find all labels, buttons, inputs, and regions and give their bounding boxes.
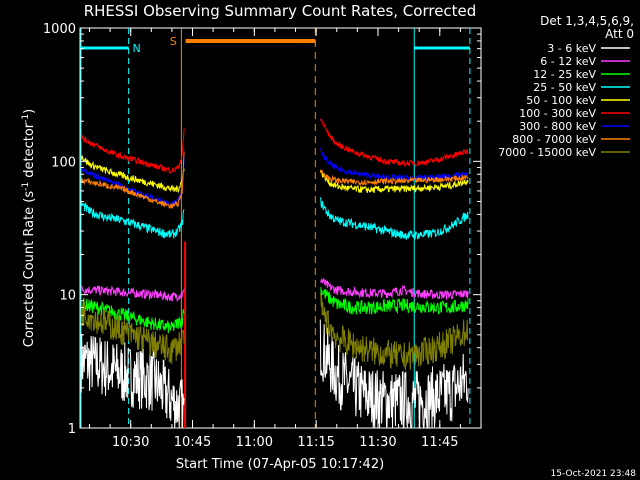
x-tick-label: 11:45 — [421, 435, 458, 450]
plot-area: NS 10:30 10:45 11:00 11:15 11:30 11:451101001… — [43, 22, 482, 450]
series-line-4-seg-1 — [319, 169, 469, 194]
series-line-7-seg-1 — [319, 170, 469, 187]
series-line-0-seg-1 — [319, 319, 469, 430]
x-tick-label: 11:30 — [359, 435, 396, 450]
y-axis-label-main: Corrected Count Rate (s — [22, 191, 37, 348]
night-marker-label: N — [133, 42, 141, 55]
series-line-3-seg-0 — [80, 200, 185, 239]
series-line-5-seg-0 — [80, 128, 185, 174]
legend-label: 3 - 6 keV — [547, 42, 596, 55]
y-axis-label-mid: detector — [22, 122, 37, 182]
legend-label: 300 - 800 keV — [519, 120, 596, 133]
y-axis-label-end: ) — [22, 109, 37, 114]
series-line-1-seg-0 — [80, 284, 185, 303]
x-tick-label: 10:45 — [174, 435, 211, 450]
series-line-8-seg-1 — [319, 293, 469, 370]
chart-title: RHESSI Observing Summary Count Rates, Co… — [84, 2, 477, 20]
legend-label: 12 - 25 keV — [533, 68, 596, 81]
saa-marker-label: S — [170, 35, 177, 48]
series-line-7-seg-0 — [81, 151, 185, 209]
series-line-1-seg-1 — [319, 277, 469, 301]
series-line-5-seg-1 — [319, 118, 469, 168]
y-tick-label: 10 — [59, 289, 76, 304]
y-tick-label: 1 — [68, 422, 76, 437]
legend-label: 7000 - 15000 keV — [498, 146, 596, 159]
series-line-4-seg-0 — [81, 155, 185, 194]
y-axis-label-sup-1: -1 — [21, 182, 31, 191]
legend-label: 800 - 7000 keV — [512, 133, 596, 146]
series-layer — [80, 118, 469, 430]
axes-layer: 10:30 10:45 11:00 11:15 11:30 11:45 1 10 100 1000 — [43, 22, 481, 450]
x-tick-label: 11:00 — [236, 435, 273, 450]
series-line-8-seg-0 — [80, 300, 185, 364]
plot-frame — [79, 27, 482, 429]
legend-label: 6 - 12 keV — [540, 55, 596, 68]
y-axis-label-sup-2: -1 — [21, 114, 31, 123]
series-line-2-seg-1 — [320, 287, 469, 315]
y-tick-label: 100 — [51, 155, 76, 170]
legend-header-attenuator: Att 0 — [605, 27, 634, 41]
y-tick-label: 1000 — [43, 22, 76, 37]
series-line-0-seg-0 — [80, 333, 185, 429]
x-tick-label: 11:15 — [297, 435, 334, 450]
series-line-6-seg-1 — [319, 147, 469, 183]
markers-layer: NS — [80, 28, 471, 428]
footer-timestamp: 15-Oct-2021 23:48 — [551, 469, 637, 479]
series-line-2-seg-0 — [80, 297, 185, 334]
legend-header-detectors: Det 1,3,4,5,6,9, — [540, 14, 634, 28]
series-line-3-seg-1 — [319, 197, 469, 241]
y-axis-label: Corrected Count Rate (s-1 detector-1) — [21, 109, 37, 347]
legend-label: 100 - 300 keV — [519, 107, 596, 120]
x-tick-label: 10:30 — [112, 435, 149, 450]
x-axis-label: Start Time (07-Apr-05 10:17:42) — [176, 457, 384, 472]
legend-label: 25 - 50 keV — [533, 81, 596, 94]
legend-label: 50 - 100 keV — [526, 94, 596, 107]
